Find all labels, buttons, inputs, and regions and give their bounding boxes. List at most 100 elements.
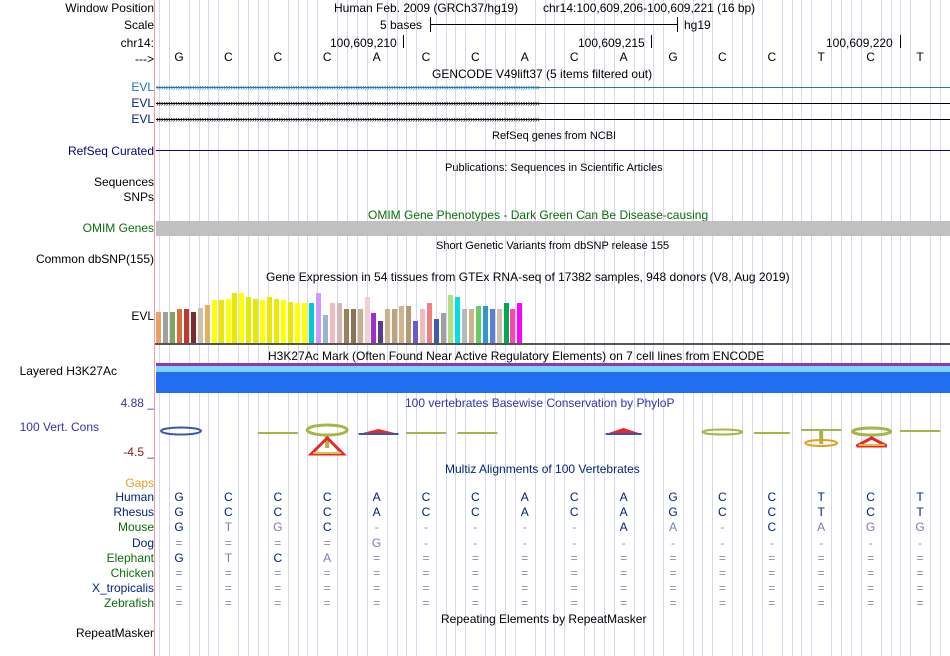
- gtex-bar[interactable]: [260, 300, 266, 343]
- species-label-zebrafish[interactable]: Zebrafish: [103, 596, 154, 611]
- gtex-bar[interactable]: [315, 292, 321, 343]
- gtex-bar[interactable]: [308, 303, 314, 343]
- alignment-base: =: [768, 581, 776, 596]
- gtex-bar[interactable]: [364, 297, 370, 343]
- gtex-bar[interactable]: [392, 309, 398, 343]
- gtex-bar[interactable]: [281, 300, 287, 343]
- dbsnp-title[interactable]: Short Genetic Variants from dbSNP releas…: [436, 240, 670, 252]
- alignment-base: C: [273, 550, 283, 565]
- gtex-bar[interactable]: [468, 309, 474, 343]
- gtex-bar[interactable]: [496, 309, 502, 343]
- gtex-bar[interactable]: [510, 309, 516, 343]
- gtex-bar[interactable]: [225, 298, 231, 343]
- gtex-bar[interactable]: [190, 311, 196, 343]
- gtex-bar[interactable]: [232, 292, 238, 343]
- gtex-bar[interactable]: [371, 313, 377, 343]
- refseq-label[interactable]: RefSeq Curated: [67, 144, 154, 158]
- gtex-bar[interactable]: [183, 309, 189, 343]
- publications-title[interactable]: Publications: Sequences in Scientific Ar…: [445, 162, 663, 174]
- species-label-dog[interactable]: Dog: [131, 535, 154, 550]
- gtex-title[interactable]: Gene Expression in 54 tissues from GTEx …: [266, 270, 790, 284]
- gtex-bar[interactable]: [357, 309, 363, 343]
- alignment-base: =: [867, 550, 875, 565]
- gencode-track-line-1[interactable]: ››››››››››››››››››››››››››››››››››››››››…: [156, 83, 950, 92]
- gtex-bar[interactable]: [427, 303, 433, 343]
- gencode-title[interactable]: GENCODE V49lift37 (5 items filtered out): [432, 67, 653, 81]
- gtex-bar[interactable]: [156, 311, 161, 343]
- gtex-bar[interactable]: [517, 303, 523, 343]
- alignment-base: =: [422, 550, 430, 565]
- gencode-item-label-3[interactable]: EVL: [131, 112, 154, 126]
- dbsnp-label[interactable]: Common dbSNP(155): [35, 252, 154, 266]
- gtex-bar[interactable]: [378, 321, 384, 343]
- gtex-bar[interactable]: [475, 305, 481, 343]
- sequences-label[interactable]: Sequences: [93, 175, 154, 189]
- gtex-bar[interactable]: [350, 309, 356, 343]
- gtex-bar[interactable]: [204, 304, 210, 343]
- species-label-chicken[interactable]: Chicken: [110, 566, 154, 580]
- multiz-title[interactable]: Multiz Alignments of 100 Vertebrates: [445, 462, 640, 476]
- snps-label[interactable]: SNPs: [123, 190, 154, 204]
- h3k27ac-title[interactable]: H3K27Ac Mark (Often Found Near Active Re…: [268, 349, 765, 363]
- gtex-bar[interactable]: [197, 308, 203, 343]
- gencode-track-line-3[interactable]: ››››››››››››››››››››››››››››››››››››››››…: [156, 115, 950, 124]
- gtex-bar[interactable]: [253, 298, 259, 343]
- gtex-bar[interactable]: [288, 302, 294, 343]
- species-label-mouse[interactable]: Mouse: [117, 520, 154, 535]
- conservation-logo[interactable]: [155, 400, 950, 462]
- species-label-rhesus[interactable]: Rhesus: [113, 505, 154, 520]
- gtex-bar[interactable]: [301, 303, 307, 343]
- gtex-bar[interactable]: [434, 319, 439, 343]
- gtex-bar[interactable]: [329, 303, 335, 343]
- species-label-human[interactable]: Human: [115, 490, 154, 504]
- gtex-bar[interactable]: [218, 300, 224, 343]
- gtex-bar[interactable]: [489, 309, 495, 343]
- gtex-bar[interactable]: [420, 309, 426, 343]
- gtex-bar[interactable]: [399, 305, 405, 343]
- gtex-bar[interactable]: [322, 315, 328, 343]
- alignment-base: G: [668, 505, 678, 520]
- gtex-bar[interactable]: [454, 297, 460, 343]
- gtex-bar[interactable]: [274, 298, 280, 343]
- alignment-base: G: [865, 520, 876, 535]
- omim-label[interactable]: OMIM Genes: [82, 221, 154, 235]
- gtex-bar[interactable]: [239, 292, 245, 343]
- cons-title[interactable]: 100 vertebrates Basewise Conservation by…: [405, 396, 675, 410]
- repeatmasker-label[interactable]: RepeatMasker: [75, 626, 154, 640]
- gtex-bar[interactable]: [169, 311, 175, 343]
- gtex-bar[interactable]: [267, 297, 273, 343]
- alignment-base: C: [322, 520, 332, 535]
- omim-title[interactable]: OMIM Gene Phenotypes - Dark Green Can Be…: [368, 208, 709, 222]
- gtex-bar[interactable]: [503, 303, 509, 343]
- gencode-track-line-2[interactable]: ››››››››››››››››››››››››››››››››››››››››…: [156, 99, 950, 108]
- gtex-bar[interactable]: [295, 303, 300, 343]
- gtex-bar[interactable]: [385, 309, 391, 343]
- gtex-label[interactable]: EVL: [131, 309, 154, 323]
- cons-label[interactable]: 100 Vert. Cons: [19, 420, 99, 434]
- h3k27ac-label[interactable]: Layered H3K27Ac: [19, 364, 117, 378]
- gtex-bar[interactable]: [211, 300, 217, 343]
- gencode-item-label-1[interactable]: EVL: [131, 80, 154, 94]
- species-label-x_tropicalis[interactable]: X_tropicalis: [91, 581, 154, 596]
- gencode-item-label-2[interactable]: EVL: [131, 96, 154, 110]
- gtex-bar-chart[interactable]: [155, 283, 950, 345]
- species-label-elephant[interactable]: Elephant: [106, 550, 154, 565]
- gtex-bar[interactable]: [440, 313, 446, 343]
- refseq-title[interactable]: RefSeq genes from NCBI: [492, 130, 617, 142]
- gtex-bar[interactable]: [336, 303, 342, 343]
- alignment-base: -: [918, 535, 922, 550]
- gtex-bar[interactable]: [246, 297, 252, 343]
- gtex-bar[interactable]: [461, 309, 467, 343]
- omim-bar[interactable]: [156, 221, 950, 236]
- gtex-bar[interactable]: [413, 321, 419, 343]
- h3k27ac-track[interactable]: [156, 363, 950, 393]
- refseq-gene-line[interactable]: [156, 150, 950, 151]
- gtex-bar[interactable]: [482, 305, 488, 343]
- gtex-bar[interactable]: [447, 295, 453, 343]
- gtex-bar[interactable]: [162, 311, 168, 343]
- gtex-bar[interactable]: [406, 305, 412, 343]
- repeatmasker-title[interactable]: Repeating Elements by RepeatMasker: [441, 612, 647, 626]
- gtex-bar[interactable]: [343, 309, 349, 343]
- grid-line: [446, 0, 447, 656]
- gtex-bar[interactable]: [176, 309, 182, 343]
